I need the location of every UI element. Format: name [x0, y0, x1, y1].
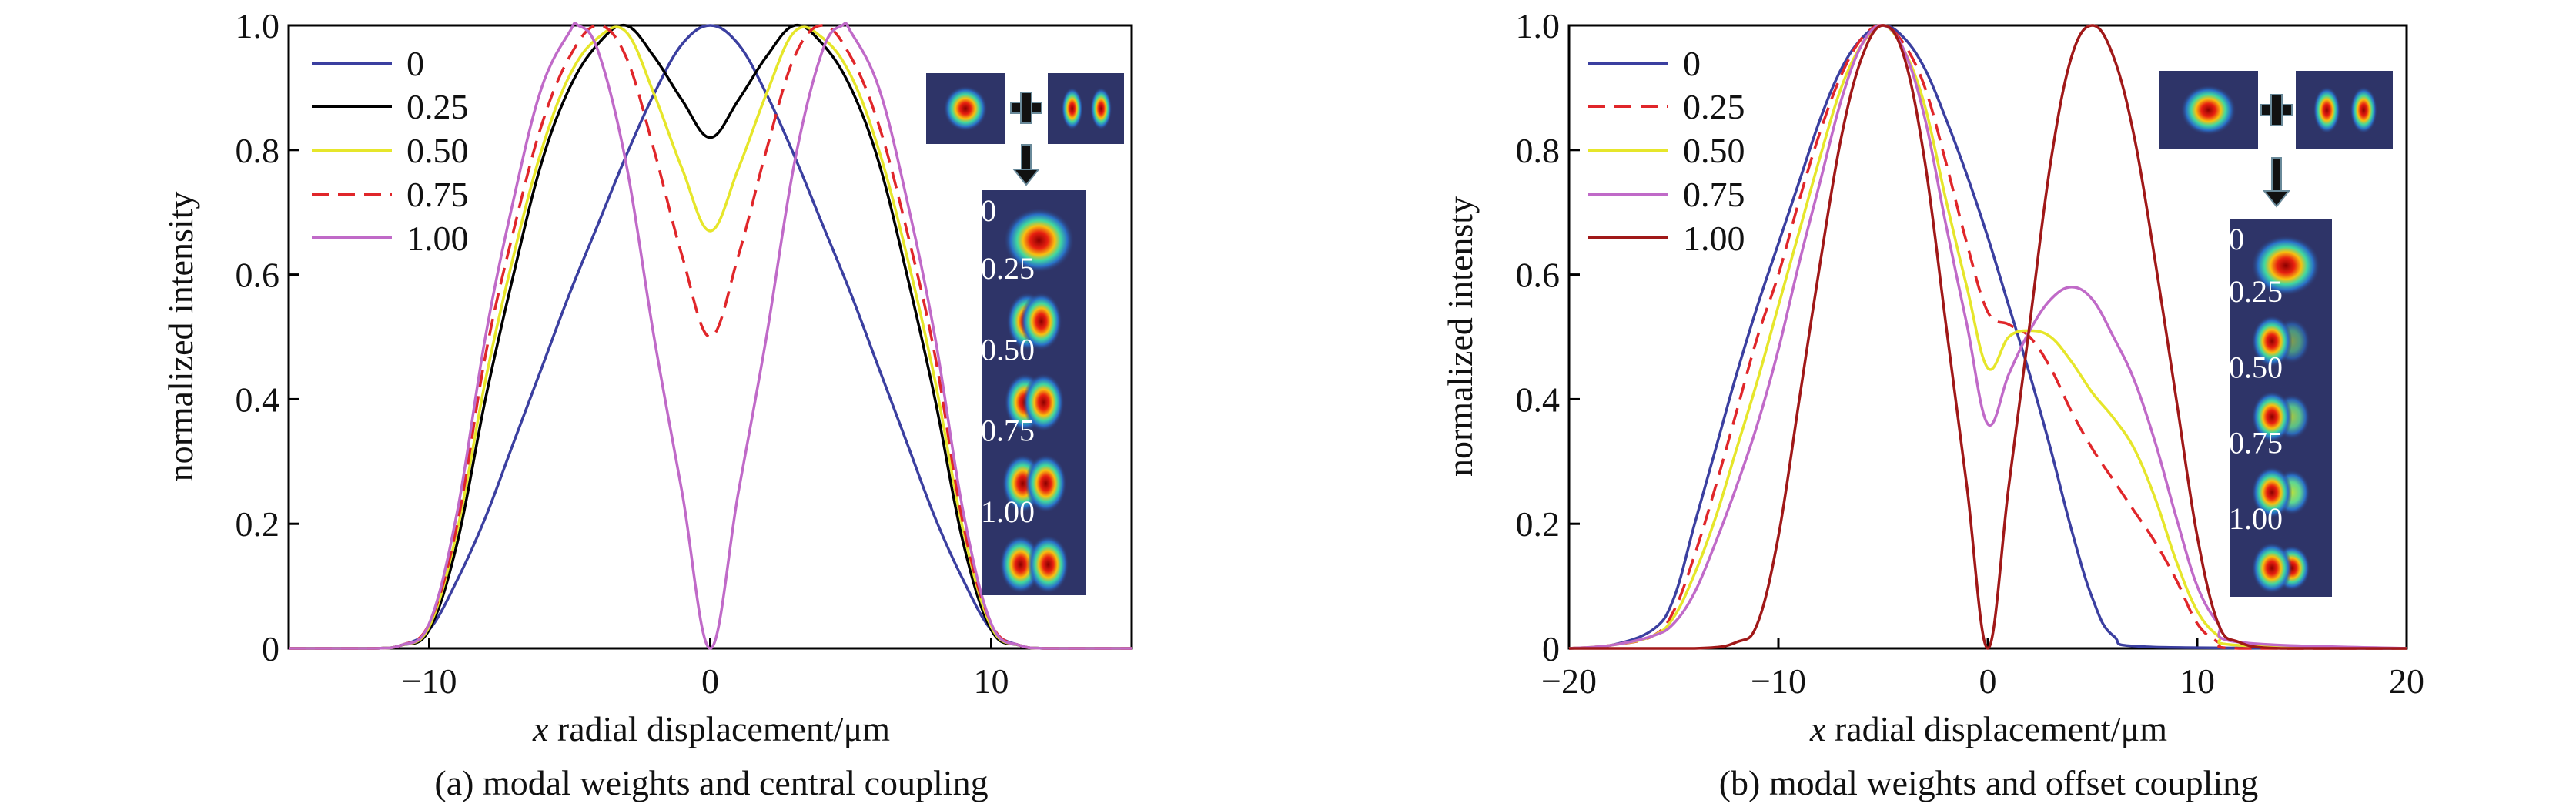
inset-weight-label: 1.00 [981, 494, 1035, 529]
x-tick-label: 20 [2389, 661, 2424, 701]
x-tick-label: −10 [402, 661, 457, 701]
y-tick-label: 1.0 [1516, 6, 1561, 45]
plus-icon [1010, 92, 1042, 124]
axis-ticks: 0 0.2 0.4 0.6 0.8 1.0 −20 −10 0 10 20 [1516, 6, 2425, 701]
series-0.75-line [1568, 24, 2407, 650]
lp11-mode-image [2296, 71, 2393, 149]
lp11-mode-image [1048, 73, 1124, 144]
y-tick-label: 0.8 [236, 131, 280, 170]
legend-label: 0.50 [406, 131, 469, 170]
mode-spot [943, 85, 988, 132]
legend-label: 0.75 [406, 175, 469, 214]
x-tick-label: 10 [974, 661, 1009, 701]
y-tick-label: 0.2 [236, 504, 280, 544]
y-tick-label: 1.0 [236, 6, 280, 45]
mode-spot [2251, 390, 2293, 443]
y-tick-label: 0.6 [236, 256, 280, 295]
series-0-line [1568, 24, 2407, 650]
y-tick-label: 0.4 [1516, 380, 1561, 419]
y-axis-label: normalized intensty [1440, 196, 1480, 477]
mode-spot [1061, 87, 1083, 130]
series-0.25-line [288, 23, 1132, 650]
series-0.25-line [1568, 24, 2407, 650]
legend-label: 1.00 [406, 219, 469, 258]
mode-spot [1025, 454, 1067, 513]
series-0.50-line [1568, 24, 2407, 650]
x-axis-label: x radial displacement/μm [1809, 709, 2167, 748]
inset-weight-label: 0 [981, 193, 996, 228]
caption-a: (a) modal weights and central coupling [434, 763, 988, 802]
arrow-down-icon [1012, 144, 1041, 186]
mode-spot [2251, 315, 2293, 367]
mode-spot [2251, 467, 2293, 518]
y-tick-label: 0 [262, 629, 279, 668]
y-tick-label: 0 [1542, 629, 1560, 668]
y-tick-label: 0.4 [236, 380, 280, 419]
legend-label: 0 [406, 44, 424, 83]
mode-spot [1003, 208, 1075, 273]
series-0.75-line [288, 24, 1132, 650]
legend-label: 0.25 [406, 87, 469, 126]
legend-label: 0.50 [1683, 131, 1745, 170]
inset-weight-label: 0 [2229, 222, 2244, 256]
inset-weight-label: 0.25 [2229, 274, 2283, 309]
panel-a: 0 0.2 0.4 0.6 0.8 1.0 −10 0 10 0 0.25 0.50 0.75 1.00… [161, 6, 1133, 802]
legend: 0 0.25 0.50 0.75 1.00 [312, 44, 469, 258]
inset-weight-label: 1.00 [2229, 501, 2283, 536]
mode-spot [1022, 373, 1065, 432]
mode-inset: 0 0.25 0.50 0.75 1.00 [2159, 71, 2393, 597]
curves [1568, 24, 2407, 650]
x-tick-label: 10 [2180, 661, 2215, 701]
x-tick-label: −10 [1751, 661, 1806, 701]
mode-inset: 0 0.25 0.50 0.75 1.00 [926, 73, 1124, 595]
mode-spot [1027, 535, 1069, 594]
mode-spot [2313, 86, 2340, 134]
x-tick-label: 0 [1979, 661, 1997, 701]
mode-spot [1020, 292, 1062, 351]
legend-label: 0 [1683, 44, 1701, 83]
mode-spot [2180, 85, 2236, 136]
x-tick-label: −20 [1541, 661, 1597, 701]
series-0.50-line [288, 25, 1132, 650]
legend: 0 0.25 0.50 0.75 1.00 [1588, 44, 1745, 258]
curves [288, 22, 1132, 650]
series-0-line [288, 24, 1132, 650]
y-tick-label: 0.2 [1516, 504, 1561, 544]
mode-spot [2350, 86, 2377, 134]
axis-ticks: 0 0.2 0.4 0.6 0.8 1.0 −10 0 10 [236, 6, 1009, 701]
mode-spot [2251, 542, 2293, 594]
arrow-down-icon [2262, 157, 2291, 208]
series-1.00-line [288, 22, 1132, 650]
panel-b: 0 0.2 0.4 0.6 0.8 1.0 −20 −10 0 10 20 0 0.25 0.50 0.7… [1440, 6, 2424, 802]
mode-spot [1090, 87, 1112, 130]
y-tick-label: 0.8 [1516, 131, 1561, 170]
series-1.00-line [1568, 24, 2407, 650]
y-tick-label: 0.6 [1516, 256, 1561, 295]
inset-weight-label: 0.75 [981, 414, 1035, 448]
inset-weight-label: 0.75 [2229, 426, 2283, 460]
x-axis-label: x radial displacement/μm [532, 709, 890, 748]
legend-label: 0.75 [1683, 175, 1745, 214]
y-axis-label: normalized intensity [161, 192, 200, 482]
legend-label: 1.00 [1683, 219, 1745, 258]
caption-b: (b) modal weights and offset coupling [1719, 763, 2259, 802]
inset-weight-label: 0.50 [2229, 350, 2283, 384]
legend-label: 0.25 [1683, 87, 1745, 126]
plus-icon [2260, 94, 2293, 126]
inset-weight-label: 0.25 [981, 251, 1035, 286]
inset-weight-label: 0.50 [981, 332, 1035, 367]
mode-spot [2251, 235, 2320, 296]
x-tick-label: 0 [701, 661, 719, 701]
